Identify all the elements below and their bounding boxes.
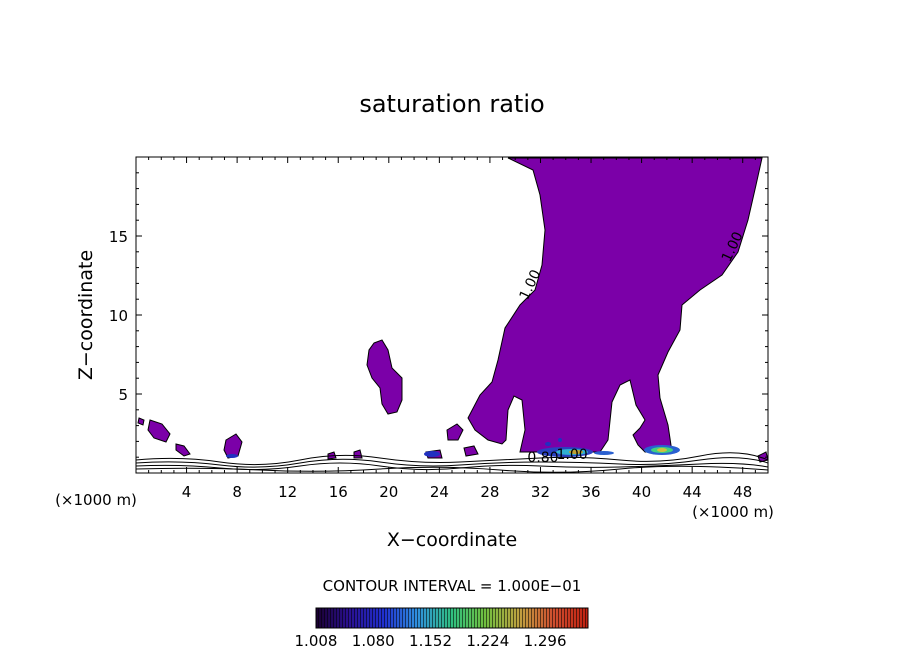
x-unit-left: (×1000 m) — [55, 491, 137, 509]
contour-label: 0.80 — [527, 450, 558, 466]
x-axis-ticks: 4 8 12 16 20 24 28 32 36 40 44 48 — [148, 157, 756, 501]
x-tick-label: 48 — [733, 483, 752, 501]
colorbar-tick-labels: 1.008 1.080 1.152 1.224 1.296 — [295, 632, 567, 650]
y-tick-label: 5 — [118, 386, 128, 404]
contour-fill-regions — [137, 157, 768, 463]
colorbar-tick-label: 1.152 — [409, 632, 452, 650]
y-axis-label: Z−coordinate — [75, 250, 97, 380]
y-axis-ticks: 5 10 15 — [109, 172, 768, 458]
colorbar-tick-label: 1.296 — [524, 632, 567, 650]
high-value-patches — [226, 438, 680, 458]
main-plume-region — [467, 157, 763, 453]
x-tick-label: 40 — [632, 483, 651, 501]
x-axis-label: X−coordinate — [387, 529, 517, 551]
x-tick-label: 12 — [278, 483, 297, 501]
mid-level-blob — [366, 339, 403, 415]
contour-interval-label: CONTOUR INTERVAL = 1.000E−01 — [323, 577, 582, 595]
colorbar-tick-label: 1.008 — [295, 632, 338, 650]
x-unit-right: (×1000 m) — [692, 503, 774, 521]
x-tick-label: 28 — [480, 483, 499, 501]
y-tick-label: 15 — [109, 228, 128, 246]
low-blob-left-1 — [147, 419, 171, 443]
x-tick-label: 36 — [581, 483, 600, 501]
low-blob-small-2 — [175, 443, 191, 457]
y-tick-label: 10 — [109, 307, 128, 325]
x-tick-label: 32 — [531, 483, 550, 501]
x-tick-label: 20 — [379, 483, 398, 501]
low-blob-small-1 — [137, 417, 145, 426]
colorbar — [315, 607, 589, 629]
colorbar-tick-label: 1.080 — [352, 632, 395, 650]
x-tick-label: 24 — [430, 483, 449, 501]
x-tick-label: 8 — [232, 483, 242, 501]
colorbar-tick-label: 1.224 — [466, 632, 509, 650]
x-tick-label: 16 — [329, 483, 348, 501]
x-tick-label: 44 — [683, 483, 702, 501]
low-blob-small-3 — [353, 449, 363, 459]
surface-contour-lines — [136, 157, 768, 473]
contour-label: 1.00 — [556, 447, 587, 463]
x-tick-label: 4 — [182, 483, 192, 501]
low-blob-mid-1 — [446, 423, 464, 441]
chart-title: saturation ratio — [359, 90, 544, 118]
low-blob-small-4 — [463, 445, 479, 457]
